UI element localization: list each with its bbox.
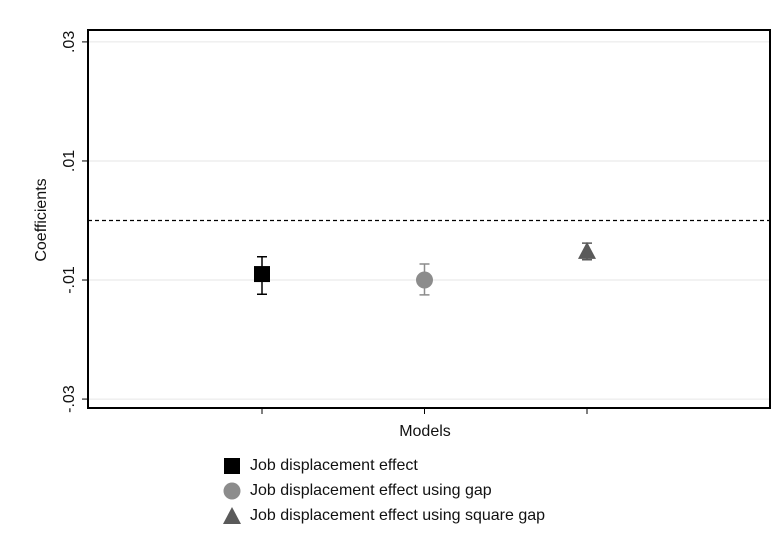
- y-tick-label: .01: [61, 150, 78, 172]
- y-tick-label: .03: [61, 31, 78, 53]
- point: [578, 241, 596, 259]
- x-axis-label: Models: [399, 423, 451, 440]
- legend-marker: [223, 482, 241, 500]
- point: [254, 266, 270, 283]
- legend-label: Job displacement effect using gap: [250, 482, 492, 499]
- y-tick-label: -.03: [61, 385, 78, 413]
- legend-label: Job displacement effect using square gap: [250, 507, 545, 524]
- plot-frame: [87, 29, 771, 409]
- legend-marker: [224, 458, 240, 474]
- legend-marker: [223, 507, 241, 524]
- y-tick-label: -.01: [61, 266, 78, 294]
- point: [416, 271, 433, 289]
- y-axis-label: Coefficients: [33, 178, 50, 261]
- legend-label: Job displacement effect: [250, 457, 418, 474]
